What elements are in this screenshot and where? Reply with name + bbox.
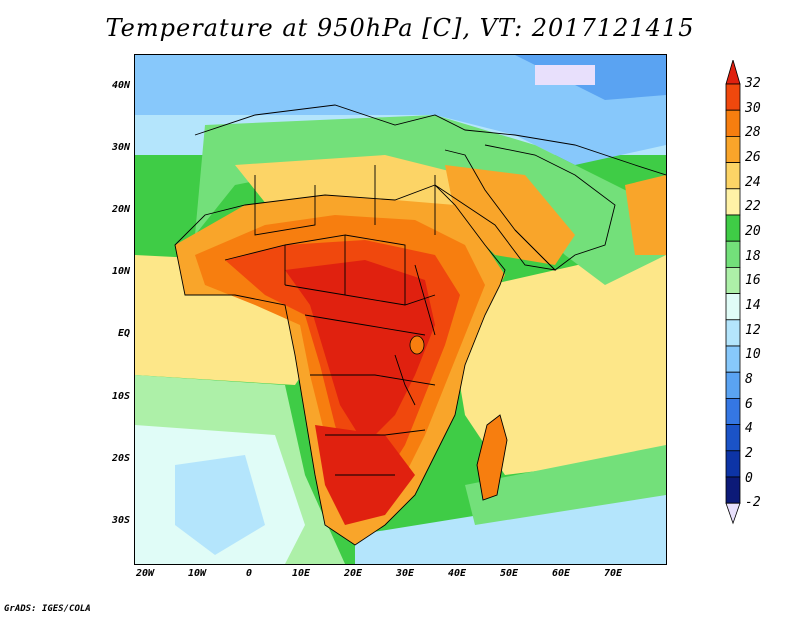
colorbar-swatch [725, 188, 741, 216]
map-canvas [135, 55, 666, 564]
arabia-warm [445, 165, 575, 265]
colorbar-label: 16 [745, 273, 761, 289]
colorbar-bottom-arrow [725, 502, 741, 525]
colorbar-swatch [725, 397, 741, 425]
country-borders [174, 104, 666, 546]
lat-label: 10S [111, 391, 130, 402]
lon-label: 10W [187, 568, 207, 579]
map-title: Temperature at 950hPa [C], VT: 201712141… [105, 14, 695, 42]
colorbar-swatch [725, 293, 741, 321]
lat-label: 20N [111, 204, 130, 215]
colorbar-label: 0 [745, 470, 753, 486]
colorbar-label: 20 [745, 223, 761, 239]
lon-label: 50E [499, 568, 519, 579]
colorbar-label: 12 [745, 322, 761, 338]
lon-label: 20E [343, 568, 363, 579]
colorbar-swatch [725, 162, 741, 190]
black-sea-cold [535, 65, 595, 85]
colorbar-label: 6 [745, 396, 753, 412]
colorbar-label: 4 [745, 421, 753, 437]
colorbar-label: 28 [745, 125, 761, 141]
lon-label: 20W [135, 568, 155, 579]
lon-label: 60E [551, 568, 571, 579]
colorbar-swatch [725, 240, 741, 268]
colorbar-label: 26 [745, 149, 761, 165]
colorbar-swatch [725, 371, 741, 399]
colorbar-swatch [725, 450, 741, 478]
south-indian-mild [465, 445, 666, 525]
colorbar-swatch [725, 345, 741, 373]
colorbar-label: 2 [745, 445, 753, 461]
colorbar-top-arrow [725, 60, 741, 85]
colorbar-swatch [725, 476, 741, 504]
colorbar-label: 24 [745, 174, 761, 190]
lon-label: 10E [291, 568, 311, 579]
colorbar-label: 30 [745, 100, 761, 116]
colorbar-label: 8 [745, 371, 753, 387]
colorbar-label: 22 [745, 199, 761, 215]
lat-label: 40N [111, 80, 130, 91]
lon-label: 70E [603, 568, 623, 579]
lon-label: 40E [447, 568, 467, 579]
africa-hottest-core [285, 260, 435, 445]
colorbar-swatch [725, 266, 741, 294]
lon-label: 30E [395, 568, 415, 579]
colorbar-label: -2 [745, 495, 761, 511]
colorbar-swatch [725, 136, 741, 164]
lat-label: 20S [111, 453, 130, 464]
colorbar-label: 32 [745, 76, 761, 91]
lat-label: 10N [111, 266, 130, 277]
colorbar-label: 10 [745, 347, 761, 363]
colorbar-label: 14 [745, 297, 761, 313]
india-warm [625, 175, 666, 255]
south-atlantic-cold [175, 455, 265, 555]
colorbar-swatch [725, 83, 741, 111]
lon-label: 0 [245, 568, 253, 579]
lat-label: 30N [111, 142, 130, 153]
north-africa-mild [195, 115, 666, 285]
colorbar-label: 18 [745, 248, 761, 264]
lat-label: 30S [111, 515, 130, 526]
colorbar [725, 60, 741, 525]
colorbar-swatch [725, 424, 741, 452]
credit-text: GrADS: IGES/COLA [4, 604, 91, 614]
lat-label: EQ [117, 328, 130, 339]
colorbar-swatch [725, 319, 741, 347]
colorbar-swatch [725, 109, 741, 137]
temperature-map [134, 54, 667, 565]
colorbar-swatch [725, 214, 741, 242]
lake-victoria [409, 335, 425, 355]
